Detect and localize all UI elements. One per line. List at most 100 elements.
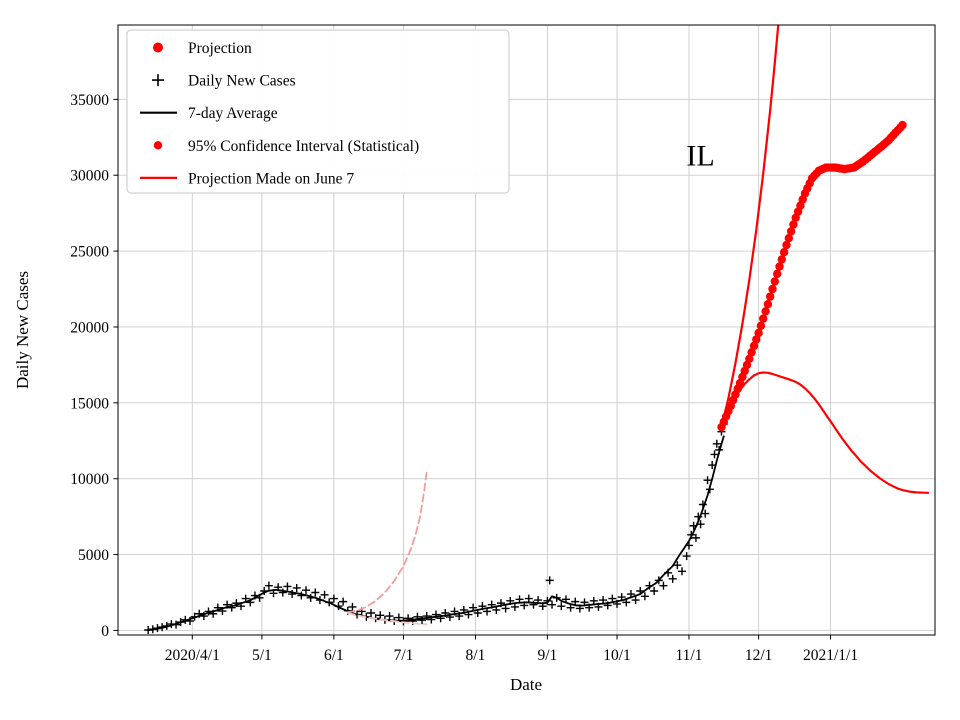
- y-tick-label: 0: [101, 623, 109, 640]
- projection-dot: [786, 227, 796, 236]
- plus-marker: [701, 509, 710, 518]
- plus-marker: [320, 590, 329, 599]
- 7-day-average-path: [147, 435, 725, 631]
- plus-marker: [668, 574, 677, 583]
- plus-marker: [385, 612, 394, 621]
- projection-dot: [768, 284, 777, 294]
- plus-marker: [288, 590, 297, 599]
- plus-marker: [589, 596, 598, 605]
- projection-dot: [898, 120, 907, 130]
- series-layer: [144, 25, 930, 634]
- plus-marker: [678, 567, 687, 576]
- plus-marker: [348, 602, 357, 611]
- plus-marker: [418, 616, 427, 625]
- projection-dot: [770, 277, 779, 286]
- plus-marker: [311, 588, 320, 597]
- projection-dot: [777, 255, 786, 264]
- x-tick-label: 9/1: [537, 647, 557, 664]
- plus-marker: [366, 608, 375, 617]
- projection-dot: [773, 269, 782, 279]
- plus-marker: [691, 533, 700, 542]
- grid-layer: [118, 25, 935, 635]
- june-7-projection-upper-path: [346, 470, 428, 614]
- plus-marker: [631, 596, 640, 605]
- legend-dot-icon: [153, 42, 163, 53]
- series-daily-new-cases: [144, 420, 728, 634]
- series-95-ci-upper: [720, 25, 780, 429]
- 95-ci-lower-path: [720, 371, 930, 494]
- plus-marker: [703, 476, 712, 485]
- legend-item-95-confidence-interval-statistical: 95% Confidence Interval (Statistical): [153, 138, 419, 155]
- series-95-ci-lower: [720, 371, 930, 494]
- x-tick-label: 6/1: [324, 647, 344, 664]
- x-tick-label: 10/1: [603, 647, 631, 664]
- legend-item-label: 7-day Average: [188, 105, 278, 122]
- projection-dot: [752, 335, 761, 344]
- x-tick-label: 2021/1/1: [803, 647, 858, 664]
- plus-marker: [292, 583, 301, 592]
- legend-item-7-day-average: 7-day Average: [140, 105, 278, 122]
- plus-marker: [566, 603, 575, 612]
- series-june-7-projection-lower: [346, 612, 428, 626]
- plus-marker: [640, 592, 649, 601]
- projection-dot: [754, 328, 763, 338]
- y-tick-label: 30000: [70, 168, 109, 185]
- x-tick-label: 5/1: [252, 647, 272, 664]
- x-tick-label: 7/1: [394, 647, 414, 664]
- x-tick-label: 2020/4/1: [165, 647, 220, 664]
- projection-dot: [766, 292, 775, 301]
- projection-dot: [759, 314, 768, 323]
- x-axis-label: Date: [510, 675, 542, 694]
- projection-dot: [745, 354, 754, 363]
- y-tick-label: 25000: [70, 244, 109, 261]
- projection-dot: [782, 240, 791, 250]
- projection-dot: [784, 234, 793, 243]
- series-7-day-average: [147, 435, 725, 631]
- projection-dot: [756, 321, 766, 330]
- legend-dot-icon: [153, 141, 163, 150]
- x-tick-label: 11/1: [675, 647, 702, 664]
- state-annotation: IL: [686, 139, 714, 172]
- plus-marker: [682, 552, 691, 561]
- y-axis-label: Daily New Cases: [13, 271, 32, 389]
- plus-marker: [302, 586, 311, 595]
- plus-marker: [548, 600, 557, 609]
- legend-item-label: Projection Made on June 7: [188, 170, 354, 187]
- plus-marker: [339, 597, 348, 606]
- y-tick-label: 35000: [70, 92, 109, 109]
- plus-marker: [283, 582, 292, 591]
- y-tick-label: 10000: [70, 471, 109, 488]
- june-7-projection-lower-path: [346, 612, 428, 626]
- 95-ci-upper-path: [720, 25, 780, 429]
- plus-marker: [376, 611, 385, 620]
- legend-item-daily-new-cases: Daily New Cases: [152, 73, 296, 90]
- legend: Projection Daily New Cases 7-day Average 95…: [126, 29, 510, 194]
- legend-item-label: Daily New Cases: [188, 73, 296, 90]
- plus-marker: [524, 594, 533, 603]
- plus-marker: [650, 586, 659, 595]
- x-tick-label: 12/1: [745, 647, 773, 664]
- legend-item-label: 95% Confidence Interval (Statistical): [188, 138, 419, 155]
- y-tick-label: 20000: [70, 319, 109, 336]
- plus-marker: [501, 604, 510, 613]
- legend-item-projection: Projection: [153, 40, 252, 57]
- projection-dot: [775, 262, 784, 271]
- legend-box: [126, 29, 510, 194]
- y-tick-label: 5000: [78, 547, 109, 564]
- projection-dot: [747, 348, 756, 357]
- projection-dot: [789, 220, 798, 229]
- series-projection: [717, 120, 907, 432]
- plus-marker: [545, 576, 554, 585]
- projection-dot: [761, 307, 770, 316]
- plot-border: [117, 24, 936, 636]
- legend-item-projection-made-on-june-7: Projection Made on June 7: [140, 170, 354, 187]
- axes-layer: 2020/4/1 5/1 6/1 7/1 8/1 9/1 10/1 11/1 12/1 2021/…: [70, 24, 936, 664]
- projection-dot: [749, 341, 759, 351]
- projection-dot: [763, 300, 773, 309]
- x-tick-label: 8/1: [466, 647, 486, 664]
- y-tick-label: 15000: [70, 395, 109, 412]
- plus-marker: [673, 561, 682, 570]
- plus-marker: [710, 450, 719, 459]
